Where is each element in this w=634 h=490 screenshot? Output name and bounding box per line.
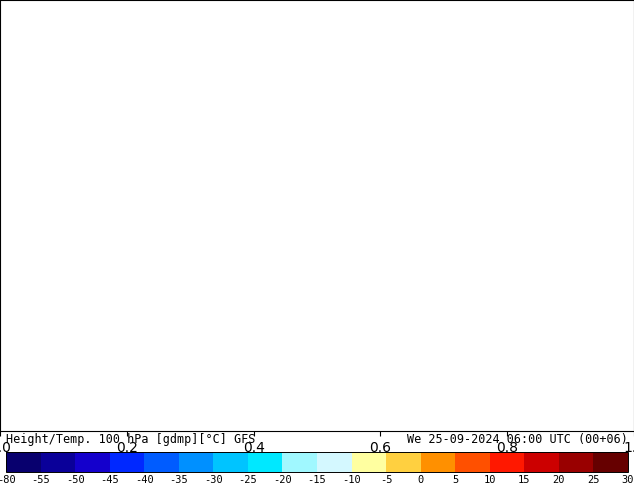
Text: -80: -80 [0,475,16,485]
Bar [179,452,214,472]
Bar [559,452,593,472]
Bar [214,452,248,472]
Bar [351,452,386,472]
Text: Height/Temp. 100 hPa [gdmp][°C] GFS: Height/Temp. 100 hPa [gdmp][°C] GFS [6,433,256,446]
Text: -30: -30 [204,475,223,485]
Text: -10: -10 [342,475,361,485]
Bar [6,452,628,472]
Bar [489,452,524,472]
Text: 20: 20 [552,475,565,485]
Text: -40: -40 [135,475,154,485]
Text: -50: -50 [66,475,85,485]
Text: -45: -45 [101,475,119,485]
Text: 10: 10 [483,475,496,485]
Text: -55: -55 [32,475,50,485]
Text: -20: -20 [273,475,292,485]
Bar [6,452,41,472]
Text: 25: 25 [587,475,599,485]
Bar [41,452,75,472]
Bar [455,452,489,472]
Bar [110,452,145,472]
Bar [386,452,420,472]
Bar [593,452,628,472]
Bar [420,452,455,472]
Text: -15: -15 [307,475,327,485]
Text: 30: 30 [621,475,634,485]
Text: -5: -5 [380,475,392,485]
Text: We 25-09-2024 06:00 UTC (00+06): We 25-09-2024 06:00 UTC (00+06) [407,433,628,446]
Text: -25: -25 [238,475,257,485]
Bar [75,452,110,472]
Text: 5: 5 [452,475,458,485]
Text: -35: -35 [169,475,188,485]
Text: 0: 0 [417,475,424,485]
Bar [145,452,179,472]
Text: 15: 15 [518,475,531,485]
Bar [248,452,283,472]
Bar [524,452,559,472]
Bar [317,452,351,472]
Bar [283,452,317,472]
